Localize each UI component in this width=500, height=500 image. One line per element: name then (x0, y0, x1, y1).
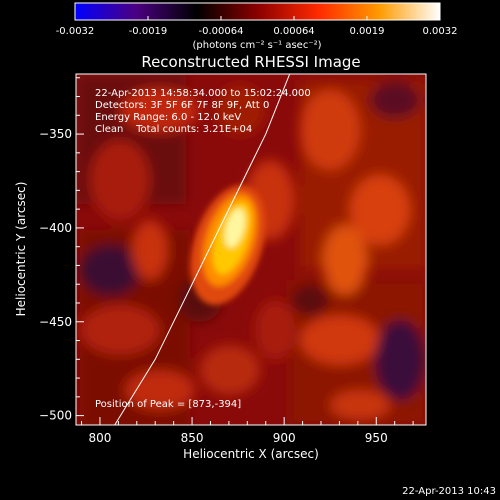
peak-position-label: Position of Peak = [873,-394] (95, 399, 241, 410)
y-tick-label: −350 (39, 127, 72, 141)
y-tick-label: −400 (39, 221, 72, 235)
annotation-detectors: Detectors: 3F 5F 6F 7F 8F 9F, Att 0 (95, 100, 269, 111)
observation-info: 22-Apr-2013 14:58:34.000 to 15:02:24.000… (95, 88, 311, 135)
y-axis-label: Heliocentric Y (arcsec) (14, 182, 28, 317)
colorbar-tick-label: 0.0019 (350, 26, 385, 37)
footer-timestamp: 22-Apr-2013 10:43 (402, 486, 496, 497)
colorbar-tick-label: -0.00064 (199, 26, 244, 37)
colorbar-tick-label: -0.0032 (56, 26, 95, 37)
colorbar (74, 2, 441, 21)
heatmap-bright-source (190, 185, 266, 305)
annotation-clean-counts: Clean Total counts: 3.21E+04 (95, 124, 252, 135)
annotation-energy-range: Energy Range: 6.0 - 12.0 keV (95, 112, 241, 123)
colorbar-tick-label: -0.0019 (129, 26, 168, 37)
solar-limb-curve (114, 74, 291, 425)
chart-title: Reconstructed RHESSI Image (141, 53, 360, 71)
colorbar-unit-label: (photons cm⁻² s⁻¹ asec⁻²) (192, 40, 321, 51)
x-tick-label: 900 (273, 431, 296, 445)
x-tick-label: 950 (365, 431, 388, 445)
plot-frame (75, 73, 427, 426)
x-tick-label: 850 (181, 431, 204, 445)
x-axis-ticks: 800 850 900 950 (81, 417, 414, 445)
heatmap-background-texture (76, 74, 426, 425)
y-tick-label: −500 (39, 409, 72, 423)
heatmap-image (76, 74, 426, 425)
annotation-time-range: 22-Apr-2013 14:58:34.000 to 15:02:24.000 (95, 88, 311, 99)
colorbar-ticks: -0.0032 -0.0019 -0.00064 0.00064 0.0019 0.003… (56, 16, 458, 37)
y-tick-label: −450 (39, 315, 72, 329)
y-axis-ticks: −350 −400 −450 −500 (39, 77, 84, 423)
x-tick-label: 800 (88, 431, 111, 445)
colorbar-tick-label: 0.0032 (423, 26, 458, 37)
colorbar-tick-label: 0.00064 (273, 26, 314, 37)
x-axis-label: Heliocentric X (arcsec) (183, 447, 319, 461)
